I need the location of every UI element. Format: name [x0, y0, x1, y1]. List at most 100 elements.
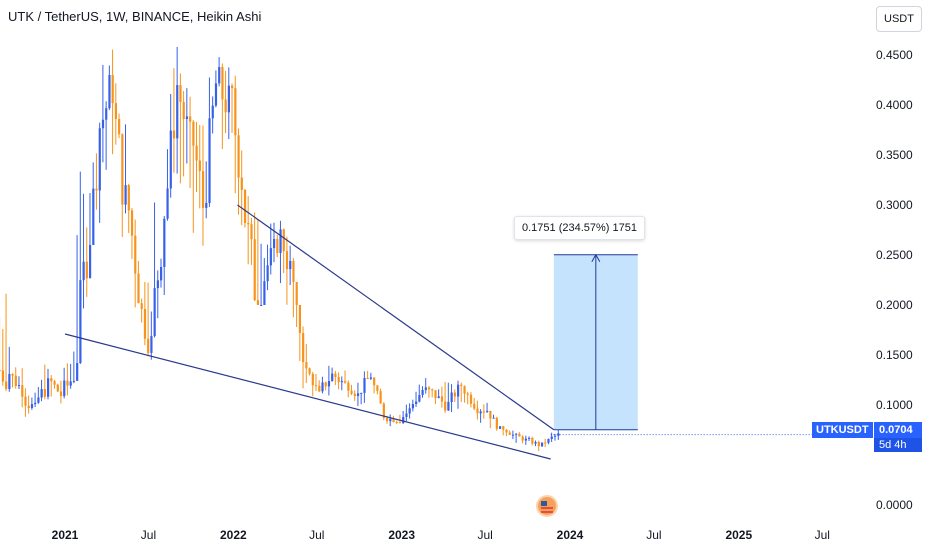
candle-body: [208, 118, 211, 203]
candle-body: [479, 411, 482, 414]
candle-body: [111, 75, 114, 104]
candle-body: [247, 223, 250, 225]
candle-body: [408, 408, 411, 414]
candle-body: [276, 239, 279, 253]
candle-body: [395, 422, 398, 424]
candle-body: [515, 433, 518, 435]
candle-body: [415, 401, 418, 405]
candle-body: [260, 304, 263, 306]
candle-body: [334, 373, 337, 377]
candle-body: [53, 381, 56, 385]
candle-body: [118, 118, 121, 135]
candle-body: [463, 385, 466, 394]
candle-body: [305, 362, 308, 369]
candle-body: [353, 393, 356, 397]
candle-body: [444, 401, 447, 411]
candle-body: [356, 393, 360, 397]
candle-body: [434, 390, 437, 398]
candle-body: [79, 280, 82, 364]
candle-body: [108, 75, 111, 109]
candle-body: [201, 171, 205, 208]
measure-arrow-head: [591, 253, 601, 262]
candle-body: [553, 435, 557, 437]
candle-body: [195, 145, 198, 161]
candle-body: [486, 410, 489, 412]
candle-body: [101, 119, 105, 129]
candle-body: [150, 336, 153, 353]
candle-body: [495, 417, 498, 429]
candle-body: [392, 418, 395, 423]
candle-body: [43, 389, 46, 397]
symbol-badge: UTKUSDT: [812, 422, 873, 438]
y-tick-label: 0.1500: [876, 348, 913, 362]
last-price-tag: 0.0704 5d 4h: [874, 422, 922, 452]
candle-body: [366, 377, 369, 379]
x-tick-label: Jul: [309, 528, 324, 542]
last-price: 0.0704: [879, 424, 913, 436]
candle-body: [227, 85, 230, 113]
currency-button[interactable]: USDT: [876, 6, 922, 32]
candle-body: [389, 418, 392, 422]
candle-body: [50, 378, 53, 382]
candle-body: [511, 434, 515, 436]
candle-body: [344, 381, 347, 383]
x-tick-label: 2025: [725, 528, 752, 542]
candle-body: [489, 410, 492, 419]
candle-body: [218, 66, 221, 84]
candle-body: [379, 391, 382, 404]
candle-body: [160, 266, 163, 281]
candle-body: [292, 260, 295, 283]
candle-body: [524, 438, 528, 441]
candle-body: [124, 185, 127, 205]
candle-body: [540, 442, 544, 447]
candle-body: [421, 390, 424, 395]
candle-body: [40, 389, 43, 398]
candle-body: [27, 405, 30, 409]
candle-body: [0, 370, 1, 371]
candle-body: [508, 432, 511, 435]
y-tick-label: 0.3000: [876, 198, 913, 212]
candle-body: [14, 375, 17, 386]
candle-body: [263, 281, 266, 305]
candle-body: [402, 416, 405, 424]
candle-body: [24, 396, 27, 406]
candle-body: [369, 377, 373, 379]
candle-body: [476, 408, 479, 414]
candle-body: [418, 394, 421, 402]
candle-body: [214, 83, 218, 106]
candle-body: [424, 387, 427, 391]
candle-body: [127, 185, 130, 211]
candle-body: [105, 108, 108, 120]
candle-body: [528, 437, 531, 439]
candle-body: [534, 441, 537, 444]
candle-body: [327, 381, 331, 387]
candle-body: [502, 426, 505, 430]
candle-body: [224, 99, 227, 113]
candle-body: [376, 385, 379, 392]
candle-body: [137, 273, 140, 304]
candle-body: [11, 374, 14, 376]
candle-body: [453, 392, 456, 397]
candle-body: [169, 130, 172, 189]
us-flag-icon[interactable]: [536, 495, 558, 517]
candle-body: [298, 305, 302, 334]
candle-body: [69, 381, 72, 386]
candle-body: [269, 248, 272, 266]
y-tick-label: 0.3500: [876, 148, 913, 162]
candle-body: [85, 261, 88, 279]
candle-body: [318, 385, 321, 392]
y-tick-label: 0.2500: [876, 248, 913, 262]
candle-body: [518, 433, 521, 437]
symbol-title[interactable]: UTK / TetherUS, 1W, BINANCE, Heikin Ashi: [8, 9, 262, 24]
candle-body: [156, 280, 159, 289]
candle-body: [411, 404, 415, 409]
candle-body: [324, 382, 327, 387]
candle-body: [398, 422, 402, 424]
candle-body: [531, 437, 534, 444]
x-tick-label: 2021: [52, 528, 79, 542]
candle-body: [321, 382, 324, 392]
candle-body: [66, 380, 69, 386]
candle-body: [37, 397, 40, 403]
